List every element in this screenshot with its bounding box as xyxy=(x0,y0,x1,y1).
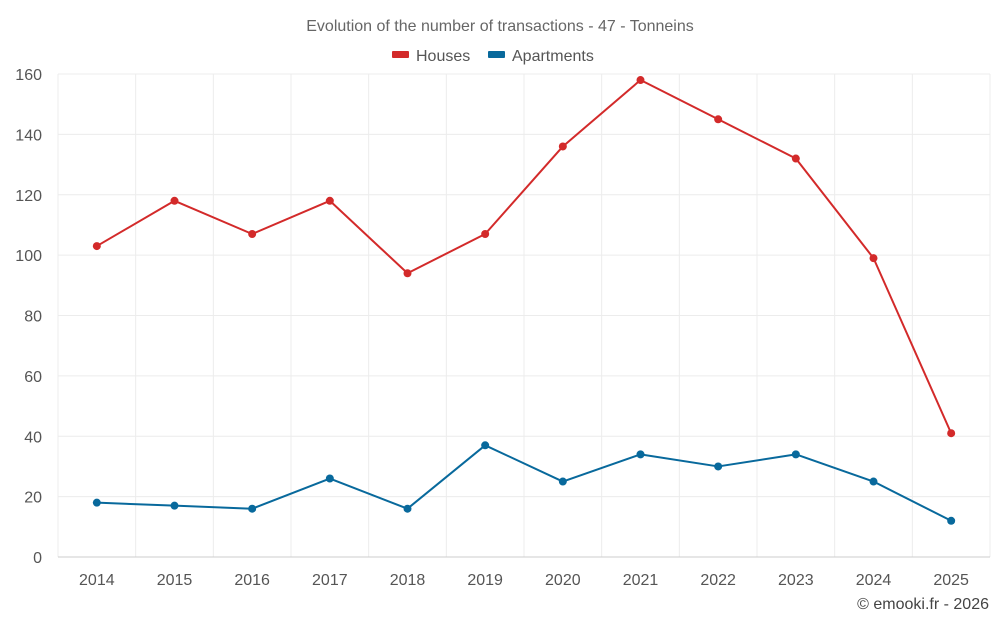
y-tick-label: 120 xyxy=(15,188,42,205)
data-point-apartments[interactable] xyxy=(403,504,412,513)
data-point-houses[interactable] xyxy=(636,76,645,85)
data-point-apartments[interactable] xyxy=(558,477,567,486)
legend: Houses Apartments xyxy=(392,48,594,65)
data-point-apartments[interactable] xyxy=(92,498,101,507)
data-point-apartments[interactable] xyxy=(248,504,257,513)
legend-label-houses[interactable]: Houses xyxy=(416,48,470,65)
x-tick-label: 2015 xyxy=(157,572,193,589)
x-tick-label: 2025 xyxy=(933,572,969,589)
x-tick-label: 2019 xyxy=(467,572,503,589)
data-point-apartments[interactable] xyxy=(325,474,334,483)
legend-label-apartments[interactable]: Apartments xyxy=(512,48,594,65)
y-tick-label: 20 xyxy=(24,490,42,507)
x-tick-label: 2024 xyxy=(856,572,892,589)
data-point-houses[interactable] xyxy=(947,429,956,438)
legend-swatch-apartments xyxy=(488,51,505,58)
data-point-houses[interactable] xyxy=(170,196,179,205)
data-point-houses[interactable] xyxy=(403,269,412,278)
y-tick-label: 100 xyxy=(15,248,42,265)
x-tick-label: 2018 xyxy=(390,572,426,589)
series-houses xyxy=(92,76,956,438)
data-point-houses[interactable] xyxy=(325,196,334,205)
data-point-apartments[interactable] xyxy=(869,477,878,486)
x-tick-label: 2022 xyxy=(700,572,736,589)
data-point-houses[interactable] xyxy=(558,142,567,151)
data-point-houses[interactable] xyxy=(714,115,723,124)
series-line-houses xyxy=(96,79,953,434)
x-tick-label: 2014 xyxy=(79,572,115,589)
data-point-houses[interactable] xyxy=(869,254,878,263)
data-point-houses[interactable] xyxy=(248,229,257,238)
y-tick-label: 60 xyxy=(24,369,42,386)
x-tick-label: 2021 xyxy=(623,572,659,589)
series-apartments xyxy=(92,441,956,525)
x-tick-label: 2016 xyxy=(234,572,270,589)
data-point-houses[interactable] xyxy=(481,229,490,238)
y-tick-label: 140 xyxy=(15,127,42,144)
x-tick-label: 2023 xyxy=(778,572,814,589)
x-axis-ticks: 2014 2015 2016 2017 2018 2019 2020 2021 2022 2023… xyxy=(79,572,969,589)
data-point-apartments[interactable] xyxy=(636,450,645,459)
data-point-apartments[interactable] xyxy=(791,450,800,459)
credit-text: © emooki.fr - 2026 xyxy=(857,596,989,613)
data-point-apartments[interactable] xyxy=(481,441,490,450)
data-point-houses[interactable] xyxy=(791,154,800,163)
series xyxy=(92,76,956,525)
gridlines xyxy=(57,73,991,557)
x-tick-label: 2020 xyxy=(545,572,581,589)
y-tick-label: 0 xyxy=(33,550,42,567)
data-point-apartments[interactable] xyxy=(714,462,723,471)
y-tick-label: 160 xyxy=(15,67,42,84)
y-tick-label: 80 xyxy=(24,309,42,326)
data-point-apartments[interactable] xyxy=(170,501,179,510)
data-point-apartments[interactable] xyxy=(947,516,956,525)
series-line-apartments xyxy=(96,444,952,522)
y-axis-ticks: 0 20 40 60 80 100 120 140 160 xyxy=(15,67,42,567)
data-point-houses[interactable] xyxy=(92,242,101,251)
chart-title: Evolution of the number of transactions … xyxy=(306,18,693,35)
x-tick-label: 2017 xyxy=(312,572,348,589)
legend-swatch-houses xyxy=(392,51,409,58)
y-tick-label: 40 xyxy=(24,429,42,446)
